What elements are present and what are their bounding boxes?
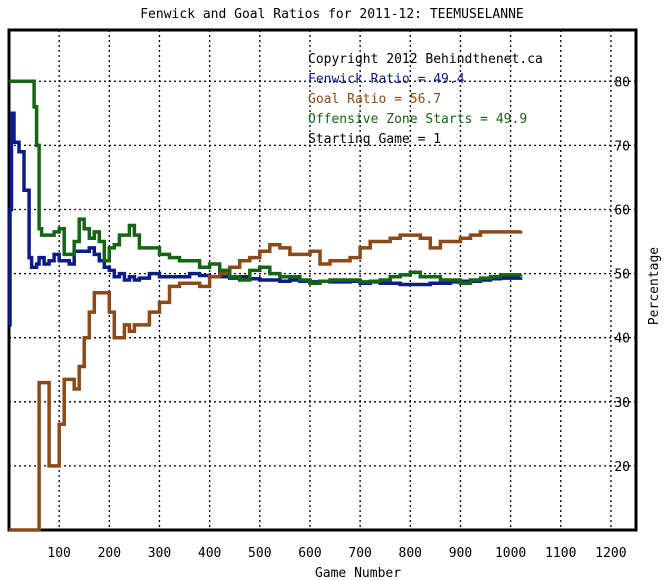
y-tick-label: 40 [614,332,630,347]
annotations: Copyright 2012 Behindthenet.ca Fenwick Ra… [308,52,543,147]
y-axis-label: Percentage [647,247,662,325]
x-tick-label: 1100 [545,546,576,561]
annotation-line: Fenwick Ratio = 49.4 [308,72,465,87]
y-tick-label: 60 [614,203,630,218]
x-tick-label: 1000 [495,546,526,561]
x-tick-label: 300 [148,546,171,561]
annotation-line: Copyright 2012 Behindthenet.ca [308,52,543,67]
series-line-2 [9,79,523,285]
y-tick-labels: 20 30 40 50 60 70 80 [614,75,630,475]
x-tick-label: 500 [248,546,271,561]
series-line-1 [9,230,523,532]
annotation-line: Goal Ratio = 56.7 [308,92,441,107]
series-lines [8,79,523,532]
annotation-line: Starting Game = 1 [308,132,441,147]
y-tick-label: 50 [614,268,630,283]
y-tick-label: 30 [614,396,630,411]
annotation-line: Offensive Zone Starts = 49.9 [308,112,527,127]
x-tick-label: 400 [198,546,221,561]
y-tick-label: 70 [614,139,630,154]
y-tick-label: 80 [614,75,630,90]
chart-title: Fenwick and Goal Ratios for 2011-12: TEE… [140,7,524,22]
x-axis-label: Game Number [315,566,401,580]
x-tick-label: 800 [399,546,422,561]
x-tick-label: 200 [98,546,121,561]
series-line-0 [8,111,523,327]
x-tick-label: 100 [47,546,70,561]
x-tick-labels: 100 200 300 400 500 600 700 800 900 1000 1100 1200 [47,546,626,561]
x-tick-label: 700 [348,546,371,561]
y-tick-label: 20 [614,460,630,475]
x-tick-label: 900 [449,546,472,561]
x-tick-label: 600 [298,546,321,561]
x-tick-label: 1200 [595,546,626,561]
